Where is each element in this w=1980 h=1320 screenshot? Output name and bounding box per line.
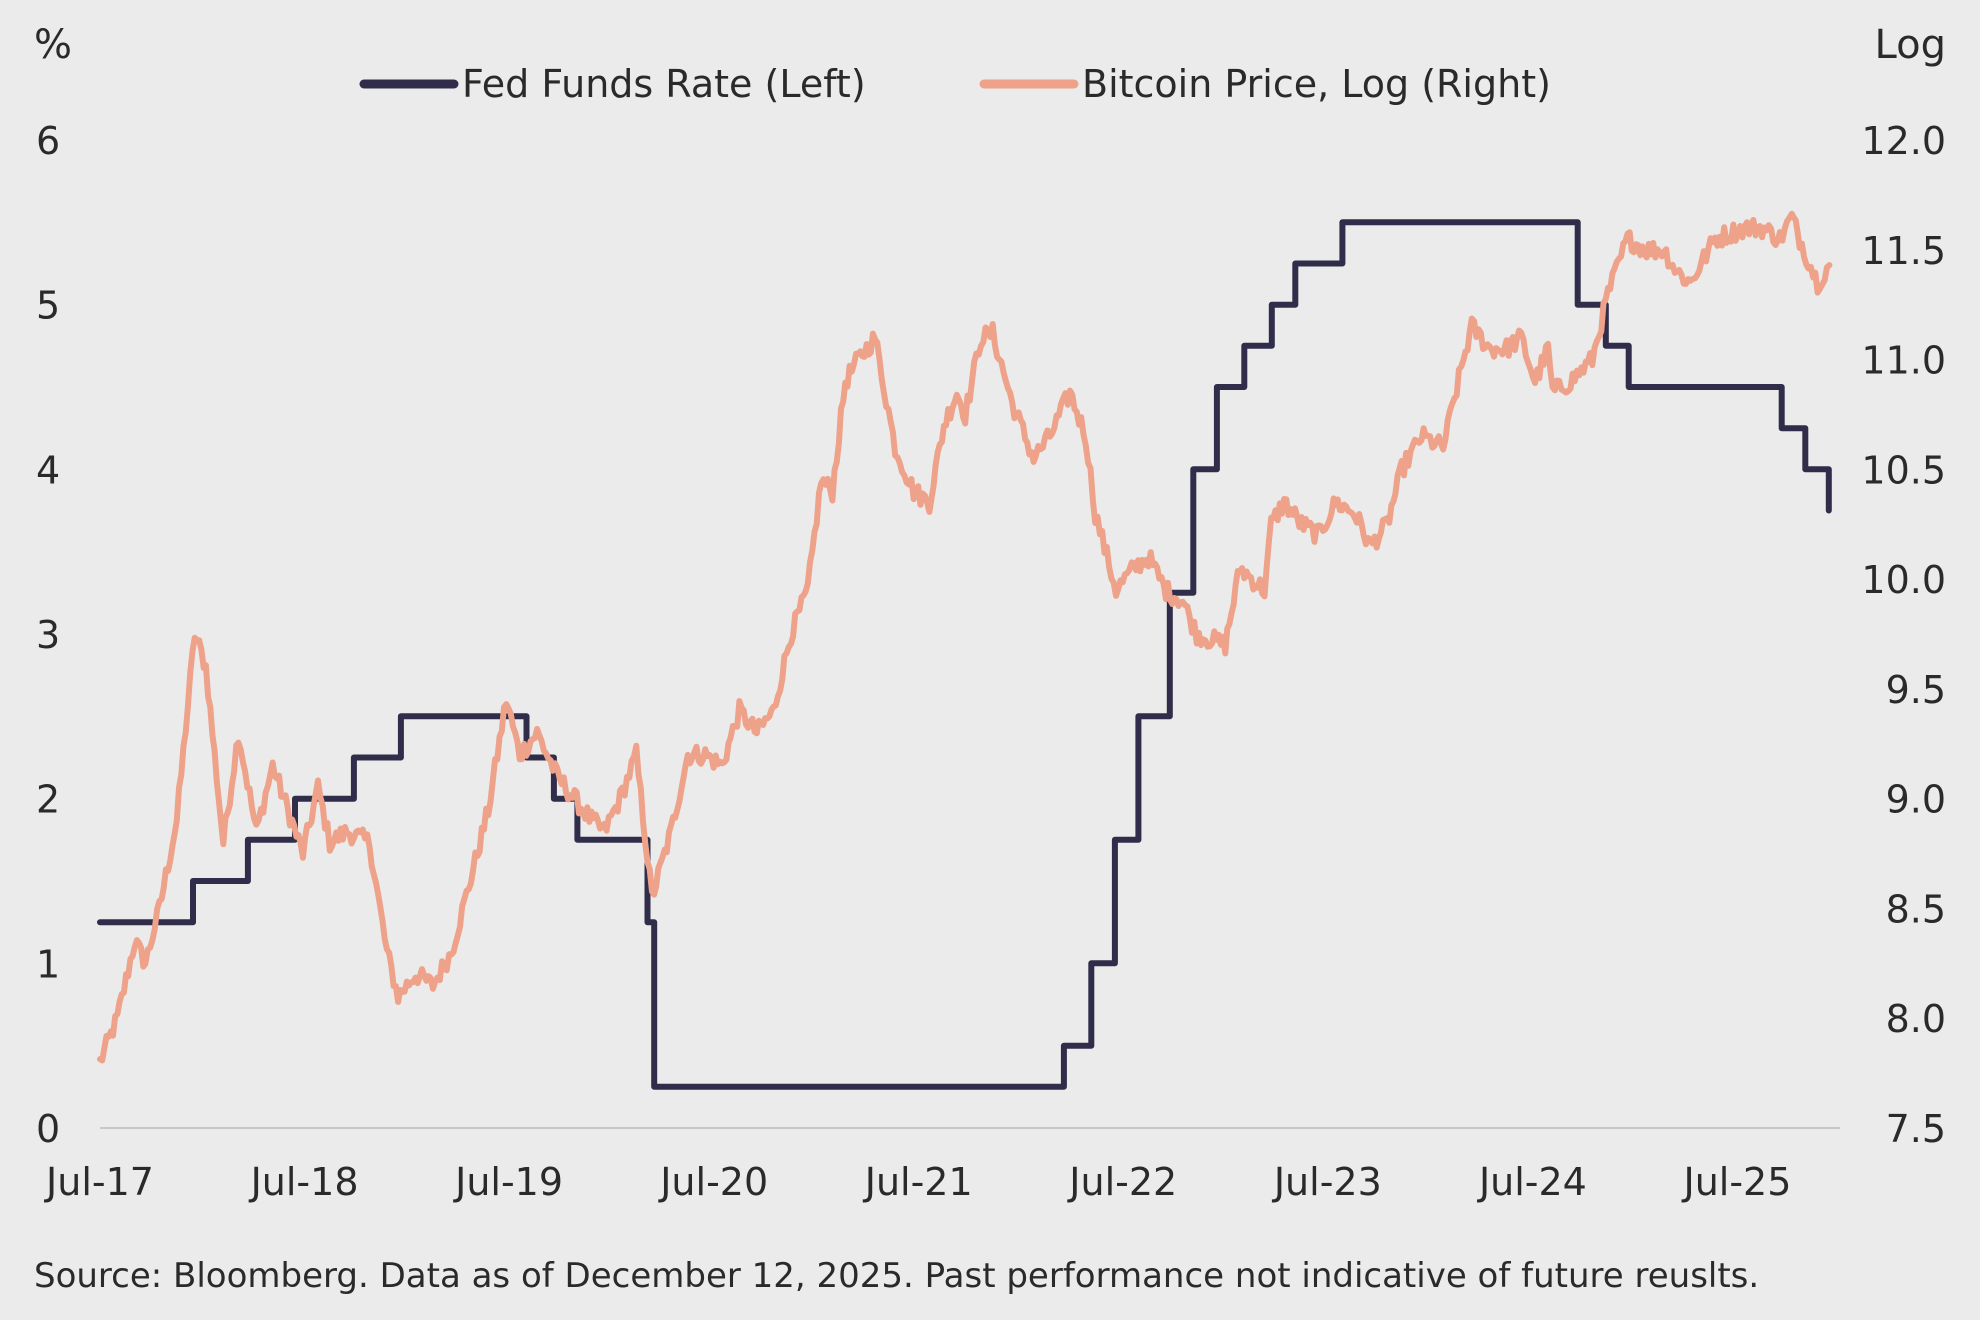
x-tick-label: Jul-17 — [44, 1160, 154, 1204]
series-layer — [97, 210, 1833, 1090]
x-tick-label: Jul-25 — [1681, 1160, 1791, 1204]
x-tick-label: Jul-22 — [1067, 1160, 1177, 1204]
legend-fed-funds-label: Fed Funds Rate (Left) — [462, 62, 866, 106]
legend-bitcoin: Bitcoin Price, Log (Right) — [979, 62, 1551, 106]
right-tick-label: 11.5 — [1861, 229, 1946, 273]
right-tick-label: 8.5 — [1886, 887, 1946, 931]
legend: Fed Funds Rate (Left) Bitcoin Price, Log … — [359, 62, 1551, 106]
left-tick-label: 6 — [36, 119, 60, 163]
left-tick-label: 0 — [36, 1107, 60, 1151]
x-tick-label: Jul-21 — [863, 1160, 973, 1204]
x-tick-label: Jul-20 — [658, 1160, 768, 1204]
x-tick-label: Jul-19 — [453, 1160, 563, 1204]
x-tick-label: Jul-24 — [1477, 1160, 1587, 1204]
right-tick-label: 10.0 — [1861, 558, 1946, 602]
right-tick-label: 9.5 — [1886, 668, 1946, 712]
left-axis: % 0 1 2 3 4 5 6 — [34, 22, 72, 1151]
right-tick-label: 9.0 — [1886, 778, 1946, 822]
right-tick-label: 7.5 — [1886, 1107, 1946, 1151]
fed-funds-rate-line — [97, 219, 1832, 1090]
x-tick-label: Jul-18 — [249, 1160, 359, 1204]
left-tick-label: 5 — [36, 284, 60, 328]
x-axis: Jul-17 Jul-18 Jul-19 Jul-20 Jul-21 Jul-22 Jul-… — [44, 1127, 1840, 1204]
right-axis: Log 7.5 8.0 8.5 9.0 9.5 10.0 10.5 11.0 11.5 12.0 — [1861, 22, 1946, 1151]
source-footnote: Source: Bloomberg. Data as of December 1… — [34, 1256, 1760, 1296]
bitcoin-price-line — [97, 210, 1833, 1064]
left-tick-label: 2 — [36, 778, 60, 822]
left-tick-label: 3 — [36, 613, 60, 657]
left-tick-label: 4 — [36, 448, 60, 492]
right-axis-unit: Log — [1875, 22, 1946, 68]
legend-fed-funds: Fed Funds Rate (Left) — [359, 62, 866, 106]
right-tick-label: 12.0 — [1861, 119, 1946, 163]
right-tick-label: 10.5 — [1861, 448, 1946, 492]
x-tick-label: Jul-23 — [1272, 1160, 1382, 1204]
right-tick-label: 11.0 — [1861, 339, 1946, 383]
right-tick-label: 8.0 — [1886, 997, 1946, 1041]
left-tick-label: 1 — [36, 942, 60, 986]
legend-bitcoin-label: Bitcoin Price, Log (Right) — [1082, 62, 1551, 106]
left-axis-unit: % — [34, 22, 72, 68]
